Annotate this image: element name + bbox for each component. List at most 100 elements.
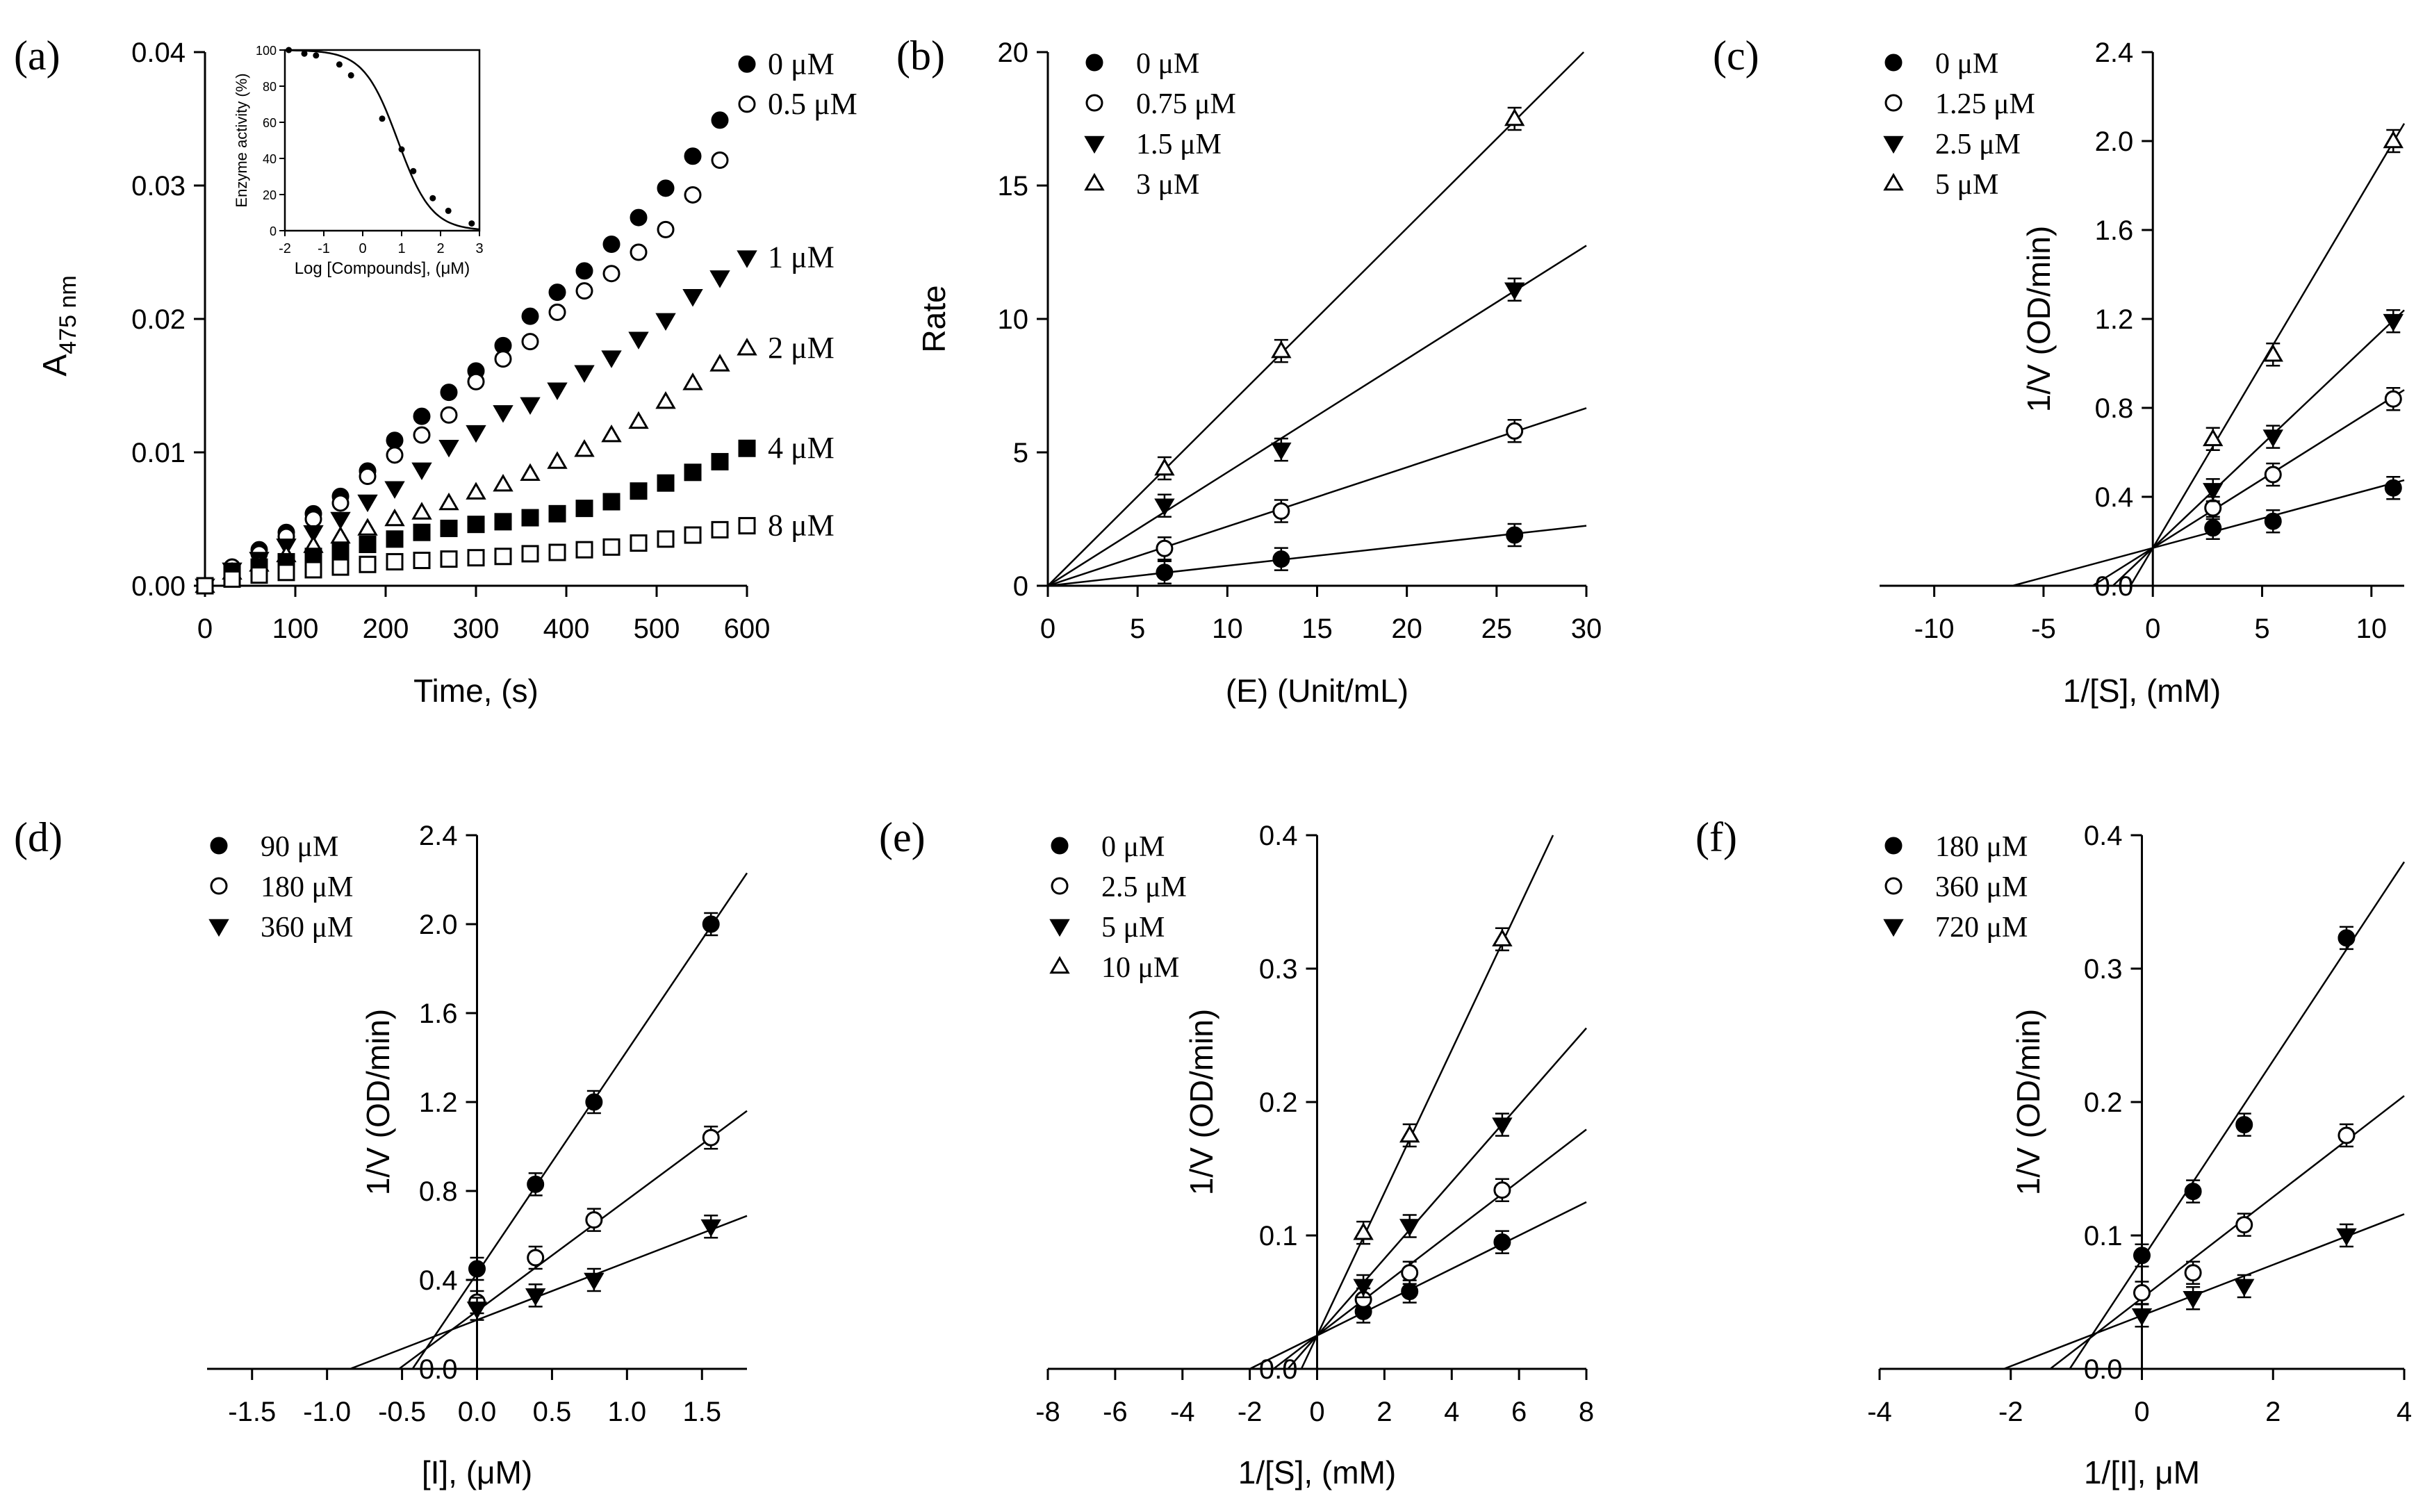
- data-point: [737, 338, 757, 356]
- y-tick-label: 0.00: [131, 571, 186, 602]
- legend-label: 3 μM: [1136, 169, 1199, 201]
- data-point: [1154, 498, 1175, 516]
- series-5uM: [2203, 129, 2404, 452]
- data-point: [2235, 1216, 2253, 1234]
- data-point: [630, 482, 648, 500]
- series-0uM: [2204, 475, 2402, 541]
- series-1.5uM: [1154, 277, 1525, 518]
- data-point: [2262, 344, 2283, 362]
- data-point: [2131, 1308, 2153, 1326]
- x-tick-label: -4: [1170, 1397, 1195, 1427]
- y-axis-title: 1/V (OD/min): [1183, 1009, 1219, 1195]
- x-tick-label: 100: [272, 614, 319, 644]
- x-tick-label: 300: [453, 614, 500, 644]
- x-tick-label: 10: [1212, 614, 1243, 644]
- data-point: [330, 525, 351, 544]
- data-point: [521, 333, 539, 351]
- data-point: [602, 235, 621, 253]
- data-point: [438, 440, 459, 458]
- inset-data-point: [410, 167, 417, 174]
- data-point: [738, 439, 756, 457]
- data-point: [466, 482, 486, 500]
- x-axis-title: Time, (s): [413, 673, 539, 709]
- y-tick-label: 0.3: [1259, 954, 1298, 985]
- data-point: [525, 1288, 546, 1306]
- y-tick-label: 0.1: [2084, 1221, 2123, 1251]
- data-point: [2203, 483, 2224, 501]
- y-tick-label: 0.2: [2084, 1087, 2123, 1118]
- inset-x-tick-label: -2: [279, 241, 291, 256]
- y-tick-label: 0.0: [1259, 1354, 1298, 1385]
- data-point: [411, 502, 432, 520]
- fit-line-1.5: [1047, 245, 1587, 587]
- x-tick-label: 0.5: [533, 1397, 572, 1427]
- data-point: [466, 425, 486, 443]
- data-point: [1154, 457, 1175, 476]
- inset-chart: -2 -1 0 1 2 3 0 20 40 60 80 100 Log [Compounds], (μM…: [233, 44, 484, 278]
- fit-line-0.75: [1047, 407, 1587, 587]
- legend-label: 1.5 μM: [1136, 129, 1222, 161]
- data-point: [304, 561, 322, 579]
- data-point: [493, 473, 513, 492]
- x-tick-label: 0: [2145, 614, 2160, 644]
- data-point: [2262, 429, 2283, 447]
- data-point: [575, 541, 593, 559]
- series-10uM: [1353, 927, 1513, 1245]
- fit-line-2.5: [2112, 309, 2405, 586]
- data-point: [602, 538, 621, 556]
- data-point: [711, 520, 729, 539]
- x-tick-label: 2: [2265, 1397, 2281, 1427]
- data-point: [520, 397, 541, 415]
- fit-line-3: [1047, 51, 1585, 586]
- data-point: [494, 548, 512, 566]
- x-tick-label: 0: [1309, 1397, 1324, 1427]
- data-point: [2264, 512, 2282, 530]
- data-point: [413, 426, 431, 444]
- panel-a: (a)0 100 200 300 400 500 6000.000.010.020.030.…: [14, 33, 857, 709]
- data-point: [548, 303, 566, 321]
- data-point: [527, 1249, 545, 1267]
- panel-d: (d) -1.5 -1.0 -0.5 0.0 0.5 1.0 1.5 0.0 0.4 0.8 1.2 1…: [14, 814, 748, 1490]
- x-tick-label: 4: [1444, 1397, 1459, 1427]
- data-point: [357, 494, 378, 513]
- legend-marker: [1884, 837, 1903, 855]
- data-point: [585, 1093, 603, 1111]
- series-360uM: [466, 1214, 721, 1321]
- x-tick-label: 5: [1130, 614, 1145, 644]
- series-1.25uM: [2204, 386, 2402, 520]
- legend-marker: [1085, 54, 1103, 72]
- data-point: [711, 452, 729, 470]
- data-point: [331, 558, 350, 576]
- x-tick-label: 6: [1511, 1397, 1527, 1427]
- inset-data-point: [445, 207, 452, 214]
- data-point: [548, 284, 566, 302]
- data-point: [2337, 929, 2356, 947]
- data-point: [684, 526, 702, 544]
- data-point: [2184, 1264, 2202, 1282]
- data-point: [386, 446, 404, 464]
- inset-y-tick-label: 20: [263, 188, 277, 202]
- y-tick-label: 5: [1013, 438, 1028, 468]
- data-point: [709, 270, 730, 288]
- data-point: [386, 432, 404, 450]
- y-tick-label: 0.2: [1259, 1087, 1298, 1118]
- data-point: [357, 518, 378, 536]
- data-point: [2383, 313, 2404, 332]
- x-tick-label: -4: [1867, 1397, 1892, 1427]
- data-point: [1504, 282, 1525, 300]
- data-point: [700, 1219, 721, 1238]
- data-point: [440, 384, 458, 402]
- data-point: [711, 151, 729, 170]
- data-point: [575, 500, 593, 518]
- x-axis-title: 1/[I], μM: [2084, 1454, 2200, 1490]
- data-point: [630, 243, 648, 261]
- fit-line-2.5: [1272, 1128, 1587, 1370]
- inset-y-tick-label: 40: [263, 152, 277, 166]
- series-720uM: [2131, 1223, 2357, 1328]
- legend-marker: [208, 919, 229, 937]
- y-tick-label: 1.2: [2095, 304, 2134, 335]
- data-point: [2234, 1279, 2255, 1297]
- fit-line-720: [2003, 1213, 2405, 1370]
- data-point: [359, 468, 377, 486]
- data-point: [468, 1260, 486, 1278]
